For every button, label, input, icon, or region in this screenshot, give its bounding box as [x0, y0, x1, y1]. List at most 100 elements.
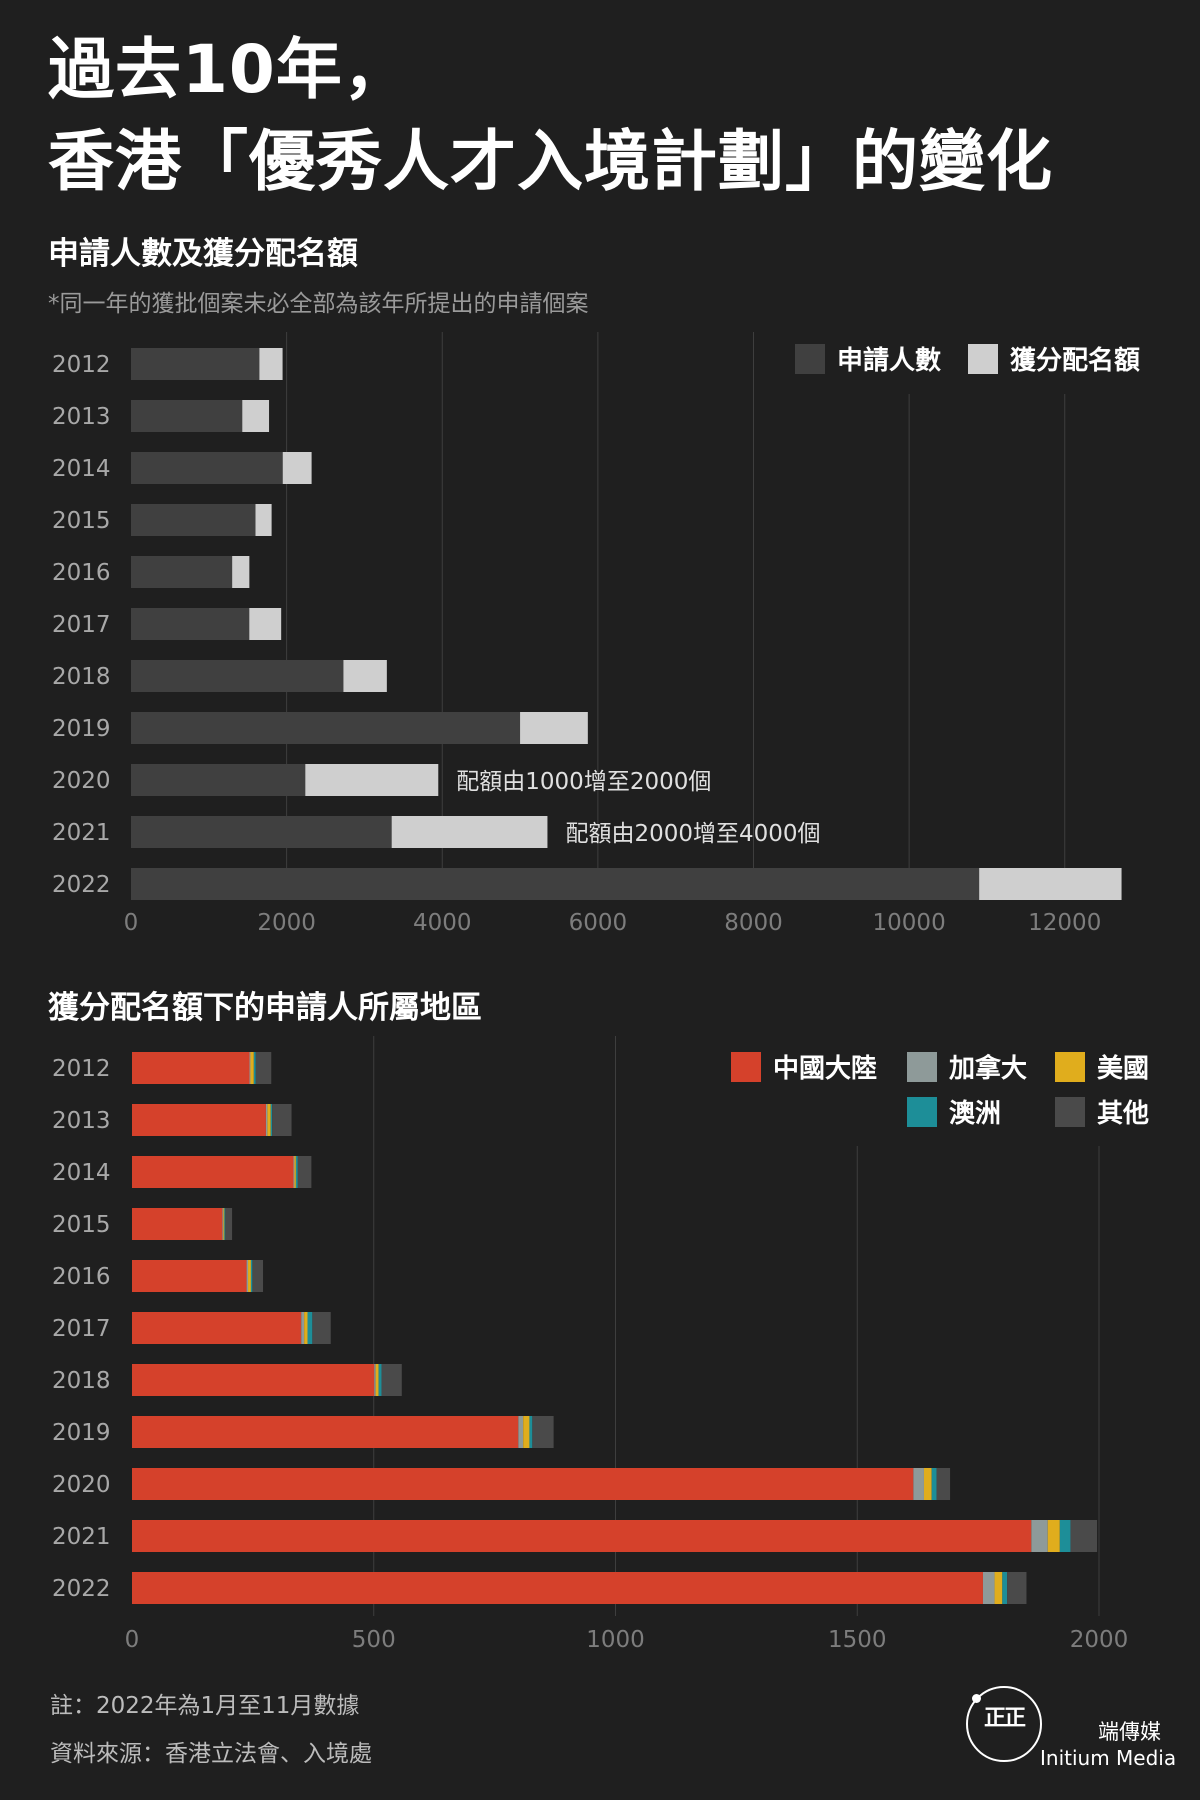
- bar-segment: [250, 1260, 253, 1292]
- bar-segment: [267, 1104, 271, 1136]
- bar-segment: [249, 1052, 251, 1084]
- chart2-title: 獲分配名額下的申請人所屬地區: [48, 990, 482, 1026]
- year-label: 2013: [52, 404, 111, 430]
- legend-label: 美國: [1097, 1053, 1149, 1084]
- year-label: 2022: [52, 1576, 111, 1602]
- year-label: 2014: [52, 1160, 111, 1186]
- x-tick-label: 4000: [413, 910, 472, 936]
- bar-segment: [931, 1468, 937, 1500]
- initium-logo-icon: 正正: [966, 1686, 1042, 1762]
- year-label: 2017: [52, 612, 111, 638]
- bar-segment: [131, 452, 283, 484]
- year-label: 2020: [52, 768, 111, 794]
- legend-label: 獲分配名額: [1010, 345, 1140, 376]
- year-label: 2016: [52, 560, 111, 586]
- bar-segment: [132, 1208, 223, 1240]
- bar-segment: [381, 1364, 402, 1396]
- legend-label: 加拿大: [949, 1053, 1027, 1084]
- logo-dot: [972, 1694, 981, 1703]
- x-tick-label: 12000: [1028, 910, 1101, 936]
- year-label: 2012: [52, 352, 111, 378]
- bar-segment: [307, 1312, 313, 1344]
- bar-segment: [222, 1208, 224, 1240]
- x-tick-label: 0: [125, 1627, 140, 1653]
- bar-segment: [913, 1468, 924, 1500]
- bar-segment: [132, 1468, 914, 1500]
- bar-segment: [304, 1312, 308, 1344]
- bar-segment: [994, 1572, 1003, 1604]
- page-title: 過去10年， 香港「優秀人才入境計劃」的變化: [48, 24, 1053, 208]
- bar-segment: [132, 1520, 1032, 1552]
- bar-segment: [131, 348, 260, 380]
- bar-segment: [224, 1208, 226, 1240]
- legend-label: 申請人數: [837, 345, 941, 376]
- bar-segment: [232, 556, 250, 588]
- legend-swatch: [731, 1052, 761, 1082]
- bar-segment: [132, 1052, 250, 1084]
- x-tick-label: 2000: [257, 910, 316, 936]
- bar-annotation: 配額由2000增至4000個: [565, 821, 820, 847]
- bar-segment: [532, 1416, 554, 1448]
- x-tick-label: 2000: [1070, 1627, 1129, 1653]
- bar-segment: [391, 816, 548, 848]
- bar-segment: [131, 556, 233, 588]
- year-label: 2015: [52, 1212, 111, 1238]
- bar-segment: [923, 1468, 932, 1500]
- legend-label: 中國大陸: [773, 1054, 877, 1084]
- bar-segment: [132, 1260, 247, 1292]
- bar-segment: [248, 1260, 251, 1292]
- bar-segment: [1031, 1520, 1048, 1552]
- bar-segment: [252, 1260, 264, 1292]
- bar-segment: [223, 1208, 225, 1240]
- year-label: 2017: [52, 1316, 111, 1342]
- bar-segment: [255, 504, 272, 536]
- legend-swatch: [795, 344, 825, 374]
- year-label: 2013: [52, 1108, 111, 1134]
- bar-segment: [343, 660, 387, 692]
- year-label: 2016: [52, 1264, 111, 1290]
- year-label: 2018: [52, 664, 111, 690]
- bar-segment: [246, 1260, 249, 1292]
- brand-name-en: Initium Media: [1040, 1746, 1177, 1770]
- x-tick-label: 10000: [873, 910, 946, 936]
- chart1-note: *同一年的獲批個案未必全部為該年所提出的申請個案: [48, 291, 589, 317]
- bar-segment: [131, 608, 250, 640]
- year-label: 2018: [52, 1368, 111, 1394]
- x-tick-label: 8000: [724, 910, 783, 936]
- bar-segment: [249, 608, 282, 640]
- bar-segment: [374, 1364, 376, 1396]
- legend-label: 其他: [1097, 1099, 1149, 1129]
- title-line-1: 過去10年，: [48, 31, 410, 108]
- bar-segment: [523, 1416, 530, 1448]
- year-label: 2014: [52, 456, 111, 482]
- bar-segment: [131, 816, 392, 848]
- year-label: 2021: [52, 820, 111, 846]
- bar-segment: [295, 1156, 298, 1188]
- bar-segment: [1059, 1520, 1071, 1552]
- bar-segment: [255, 1052, 272, 1084]
- bar-segment: [272, 1104, 292, 1136]
- bar-segment: [270, 1104, 273, 1136]
- bar-segment: [259, 348, 283, 380]
- logo-mark: 正正: [983, 1706, 1026, 1731]
- legend-swatch: [968, 344, 998, 374]
- year-label: 2019: [52, 1420, 111, 1446]
- bar-segment: [520, 712, 588, 744]
- bar-segment: [979, 868, 1122, 900]
- bar-segment: [131, 764, 306, 796]
- legend-swatch: [1055, 1097, 1085, 1127]
- bar-segment: [293, 1156, 295, 1188]
- bar-segment: [132, 1104, 266, 1136]
- year-label: 2019: [52, 716, 111, 742]
- bar-segment: [225, 1208, 233, 1240]
- year-label: 2022: [52, 872, 111, 898]
- bar-segment: [297, 1156, 312, 1188]
- bar-segment: [305, 764, 439, 796]
- bar-segment: [282, 452, 312, 484]
- chart1-title: 申請人數及獲分配名額: [48, 236, 358, 272]
- year-label: 2012: [52, 1056, 111, 1082]
- legend-swatch: [907, 1052, 937, 1082]
- bar-segment: [1002, 1572, 1008, 1604]
- x-tick-label: 1000: [586, 1627, 645, 1653]
- legend-swatch: [1055, 1052, 1085, 1082]
